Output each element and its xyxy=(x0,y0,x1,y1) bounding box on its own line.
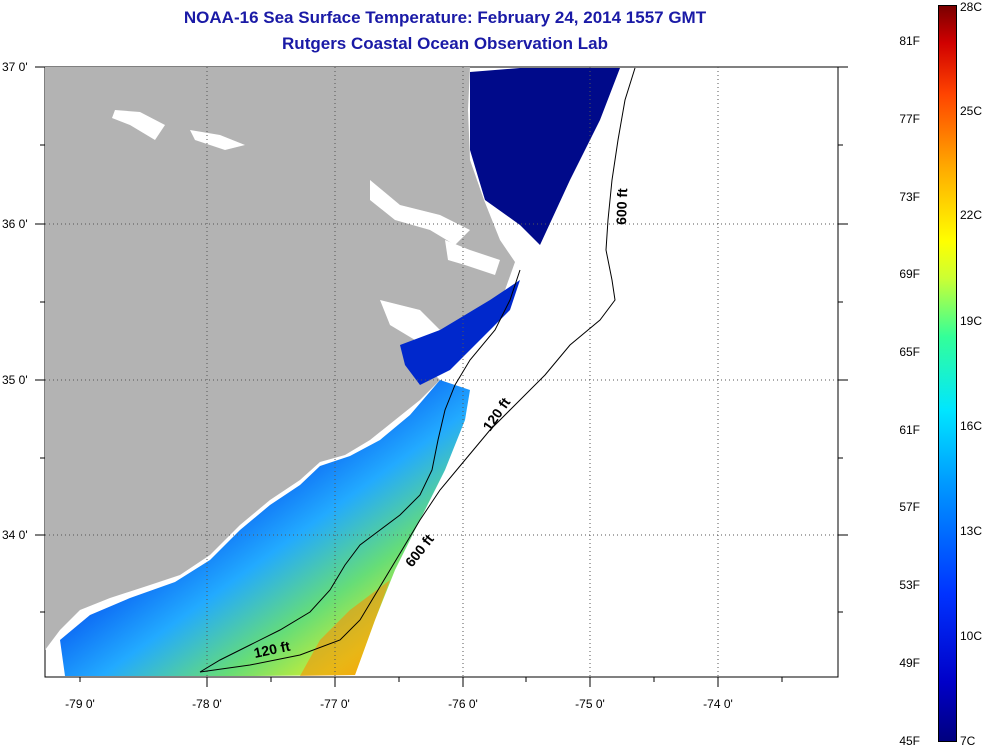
colorbar-c-label: 25C xyxy=(960,104,983,118)
inland-water xyxy=(445,240,500,275)
lat-label: 36 0' xyxy=(2,217,28,231)
sst-patch-pamlico xyxy=(400,280,520,385)
lat-label: 37 0' xyxy=(2,60,28,74)
lat-label: 35 0' xyxy=(2,373,28,387)
colorbar-c-label: 16C xyxy=(960,419,983,433)
colorbar-f-label: 57F xyxy=(899,500,920,514)
lon-label: -74 0' xyxy=(703,697,733,711)
temperature-colorbar xyxy=(938,5,957,742)
colorbar-c-label: 13C xyxy=(960,524,983,538)
lon-label: -76 0' xyxy=(448,697,478,711)
lon-label: -75 0' xyxy=(575,697,605,711)
inland-water xyxy=(370,180,470,245)
sst-patch-north xyxy=(470,68,620,245)
colorbar-c-label: 7C xyxy=(960,734,976,748)
colorbar-c-label: 10C xyxy=(960,629,983,643)
contour-label: 600 ft xyxy=(613,188,630,225)
colorbar-c-label: 19C xyxy=(960,314,983,328)
map-subtitle: Rutgers Coastal Ocean Observation Lab xyxy=(282,34,608,53)
colorbar-f-label: 81F xyxy=(899,34,920,48)
colorbar-c-label: 22C xyxy=(960,208,983,222)
inland-water xyxy=(190,130,245,150)
colorbar-f-label: 77F xyxy=(899,112,920,126)
lon-label: -78 0' xyxy=(192,697,222,711)
sst-warm-region xyxy=(300,580,390,676)
axis-ticks xyxy=(35,66,848,687)
contour-600ft xyxy=(199,67,636,673)
colorbar-c-label: 28C xyxy=(960,0,983,14)
inland-water xyxy=(112,110,165,140)
colorbar-f-label: 69F xyxy=(899,267,920,281)
lon-label: -79 0' xyxy=(65,697,95,711)
map-title: NOAA-16 Sea Surface Temperature: Februar… xyxy=(183,8,707,27)
colorbar-f-label: 73F xyxy=(899,190,920,204)
contour-120ft xyxy=(199,269,521,673)
lat-label: 34 0' xyxy=(2,528,28,542)
colorbar-f-label: 61F xyxy=(899,423,920,437)
colorbar-f-label: 65F xyxy=(899,345,920,359)
colorbar-f-label: 45F xyxy=(899,734,920,748)
colorbar-f-label: 53F xyxy=(899,578,920,592)
colorbar-f-label: 49F xyxy=(899,656,920,670)
contour-label: 120 ft xyxy=(252,638,291,661)
inland-water xyxy=(380,300,440,340)
lon-label: -77 0' xyxy=(320,697,350,711)
